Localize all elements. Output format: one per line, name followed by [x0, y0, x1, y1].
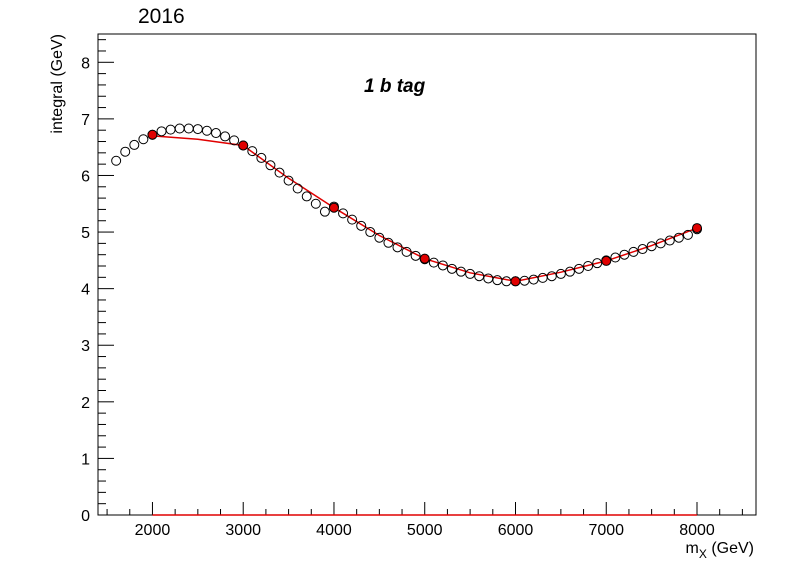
data-point-open [319, 206, 330, 217]
data-point-open [564, 266, 575, 277]
y-tick-label: 6 [81, 168, 90, 185]
data-point-open [174, 123, 185, 134]
data-point-open [528, 274, 539, 285]
data-point-open [401, 246, 412, 257]
y-axis-label: integral (GeV) [49, 34, 66, 134]
data-point-open [682, 229, 693, 240]
data-point-filled [419, 253, 430, 264]
data-point-filled [692, 223, 703, 234]
axes: 2000 3000 4000 5000 6000 7000 8000 0 1 2 3 4 5 6 7 8 [81, 39, 743, 539]
data-point-filled [238, 140, 249, 151]
data-point-open [138, 134, 149, 145]
data-point-open [338, 208, 349, 219]
data-point-open [201, 125, 212, 136]
x-axis-label-main: m [686, 540, 699, 557]
y-tick-label: 2 [81, 395, 90, 412]
x-axis-label: mX (GeV) [686, 540, 754, 561]
data-point-open [628, 246, 639, 257]
x-axis-label-unit: (GeV) [707, 540, 754, 557]
y-tick-label: 8 [81, 55, 90, 72]
data-point-open [646, 241, 657, 252]
data-point-open [111, 155, 122, 166]
data-point-open [283, 175, 294, 186]
x-axis-label-sub: X [699, 547, 707, 561]
y-tick-label: 1 [81, 451, 90, 468]
data-point-open [474, 271, 485, 282]
data-point-open [229, 135, 240, 146]
data-point-open [673, 232, 684, 243]
x-tick-label: 3000 [225, 522, 261, 539]
data-point-open [664, 235, 675, 246]
annotation-label: 1 b tag [364, 76, 426, 97]
data-point-filled [328, 202, 339, 213]
data-point-open [347, 214, 358, 225]
data-point-open [492, 275, 503, 286]
data-point-open [583, 261, 594, 272]
data-point-open [537, 272, 548, 283]
y-tick-label: 5 [81, 225, 90, 242]
y-tick-label: 7 [81, 112, 90, 129]
x-tick-label: 4000 [316, 522, 352, 539]
data-point-open [256, 152, 267, 163]
data-point-open [555, 268, 566, 279]
data-point-open [574, 263, 585, 274]
data-point-open [274, 167, 285, 178]
data-point-open [120, 146, 131, 157]
data-point-open [546, 271, 557, 282]
data-point-open [365, 227, 376, 238]
data-point-open [129, 139, 140, 150]
x-tick-label: 6000 [498, 522, 534, 539]
data-point-open [192, 124, 203, 135]
chart-title: 2016 [138, 5, 185, 28]
data-point-open [356, 220, 367, 231]
y-tick-label: 0 [81, 508, 90, 525]
data-point-open [156, 126, 167, 137]
data-point-open [637, 244, 648, 255]
data-point-open [392, 242, 403, 253]
series-layer [111, 123, 703, 516]
data-point-filled [601, 255, 612, 266]
data-point-open [220, 131, 231, 142]
data-point-open [292, 183, 303, 194]
data-point-open [410, 250, 421, 261]
x-tick-label: 2000 [135, 522, 171, 539]
x-tick-label: 7000 [588, 522, 624, 539]
x-tick-label: 5000 [407, 522, 443, 539]
data-point-open [374, 232, 385, 243]
x-tick-label: 8000 [679, 522, 715, 539]
data-point-open [446, 263, 457, 274]
data-point-open [428, 257, 439, 268]
data-point-open [210, 128, 221, 139]
data-point-open [383, 237, 394, 248]
y-tick-label: 3 [81, 338, 90, 355]
data-point-open [483, 273, 494, 284]
data-point-open [501, 276, 512, 287]
data-point-open [310, 198, 321, 209]
data-point-open [456, 266, 467, 277]
plot-frame [97, 33, 757, 516]
data-point-filled [147, 129, 158, 140]
data-point-open [619, 249, 630, 260]
data-point-open [465, 268, 476, 279]
data-point-open [301, 191, 312, 202]
data-point-open [592, 258, 603, 269]
data-point-open [265, 160, 276, 171]
data-point-open [437, 260, 448, 271]
data-point-open [655, 238, 666, 249]
data-point-open [165, 124, 176, 135]
y-tick-label: 4 [81, 282, 90, 299]
data-point-open [610, 252, 621, 263]
data-point-open [247, 146, 258, 157]
data-point-open [183, 123, 194, 134]
data-point-filled [510, 276, 521, 287]
